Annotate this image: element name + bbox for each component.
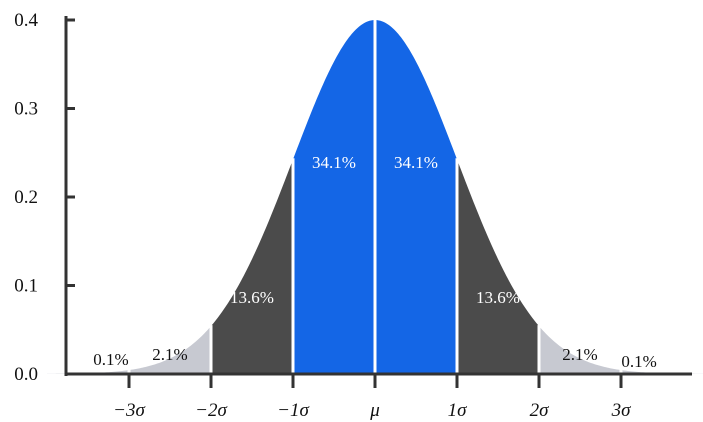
percent-label-0-1pct-left: 0.1% (93, 350, 128, 369)
band-2-1pct-left (129, 326, 211, 374)
x-tick-label-minus-1sigma: −1σ (277, 400, 309, 421)
x-tick-label-minus-2sigma: −2σ (195, 400, 227, 421)
band-13-6pct-left (211, 159, 293, 374)
y-tick-label-0-2: 0.2 (14, 187, 38, 208)
percent-label-34-1pct-left: 34.1% (312, 153, 356, 172)
y-tick-label-0-3: 0.3 (14, 99, 38, 120)
percent-labels: 34.1% 34.1% 13.6% 13.6% 2.1% 2.1% 0.1% 0.1% (93, 153, 657, 371)
x-tick-label-2sigma: 2σ (530, 400, 550, 421)
band-34-1pct-left (293, 20, 375, 374)
y-tick-label-0-4: 0.4 (14, 10, 38, 31)
band-13-6pct-right (457, 159, 539, 374)
x-tick-label-3sigma: 3σ (611, 400, 632, 421)
band-34-1pct-right (375, 20, 457, 374)
x-tick-label-1sigma: 1σ (448, 400, 468, 421)
percent-label-13-6pct-left: 13.6% (230, 288, 274, 307)
band-dividers (127, 19, 623, 374)
y-tick-label-0-1: 0.1 (14, 276, 38, 297)
percent-label-0-1pct-right: 0.1% (621, 352, 656, 371)
band-2-1pct-right (539, 326, 621, 374)
x-tick-label-minus-3sigma: −3σ (113, 400, 145, 421)
percent-label-34-1pct-right: 34.1% (394, 153, 438, 172)
x-tick-label-mu: μ (369, 400, 380, 421)
percent-label-13-6pct-right: 13.6% (476, 288, 520, 307)
percent-label-2-1pct-right: 2.1% (562, 345, 597, 364)
distribution-bands (47, 20, 703, 374)
y-tick-label-0-0: 0.0 (14, 364, 38, 385)
percent-label-2-1pct-left: 2.1% (152, 345, 187, 364)
axes: 0.0 0.1 0.2 0.3 0.4 −3σ −2σ −1σ μ 1σ 2σ 3σ (14, 10, 692, 421)
